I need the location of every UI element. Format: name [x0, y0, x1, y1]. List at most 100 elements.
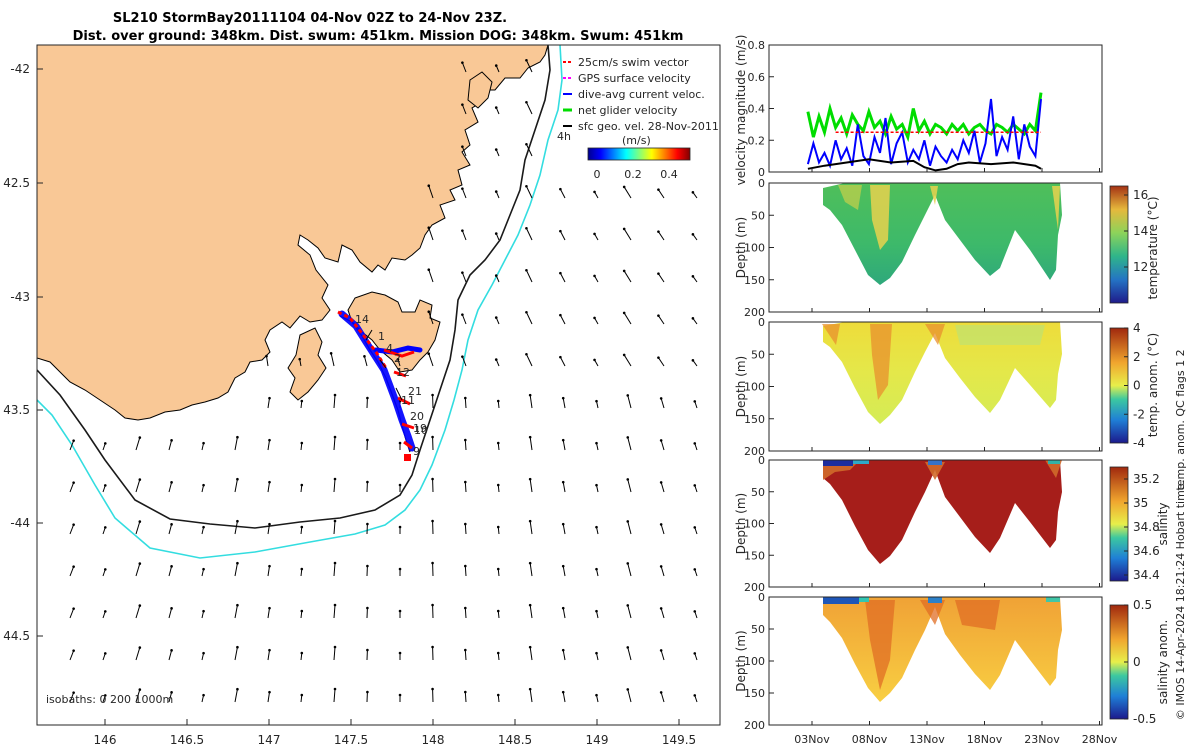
current-vector-head: [595, 483, 598, 487]
current-vector: [135, 521, 141, 535]
current-vector: [525, 312, 533, 325]
current-vector-head: [525, 268, 528, 272]
current-vector: [658, 231, 665, 241]
current-vector-head: [593, 358, 596, 362]
current-vector-head: [494, 190, 498, 193]
isobath-1000: [37, 45, 563, 559]
current-vector-head: [366, 564, 369, 568]
current-vector: [267, 524, 270, 535]
depth-tick-label: 50: [751, 623, 765, 636]
salinity-clabel: salinity: [1156, 502, 1170, 545]
current-vector-head: [300, 525, 304, 529]
current-vector: [529, 563, 533, 577]
current-vector: [428, 227, 434, 241]
current-vector: [627, 647, 632, 661]
current-vector: [529, 395, 533, 409]
current-vector-head: [622, 311, 626, 315]
time-tick-label: 13Nov: [909, 733, 945, 746]
current-vector-head: [427, 268, 431, 272]
current-vector: [267, 692, 270, 703]
current-vector-head: [431, 519, 434, 523]
current-vector-head: [528, 687, 532, 691]
current-vector-head: [593, 190, 596, 194]
velocity-axes-box: [768, 44, 1103, 173]
temp-anomaly-panel: [768, 321, 1103, 452]
current-vector-head: [300, 483, 304, 487]
current-vector-head: [559, 271, 562, 275]
current-vector: [658, 189, 665, 199]
current-vector: [428, 269, 434, 283]
velocity-series-line: [806, 92, 1043, 143]
current-vector-head: [561, 690, 565, 694]
current-vector-head: [72, 649, 75, 652]
current-vector: [267, 440, 270, 451]
velocity-ytick-label: 0.2: [748, 134, 766, 147]
current-vector-head: [363, 355, 366, 358]
current-vector: [660, 608, 665, 619]
current-vector: [333, 647, 336, 661]
current-vector-head: [103, 442, 107, 445]
current-vector-head: [595, 651, 598, 655]
current-vector-head: [72, 607, 75, 610]
salinity-section: [823, 460, 1062, 564]
current-vector: [627, 479, 632, 493]
colorbar-tick-label: 34.6: [1133, 544, 1160, 558]
current-vector: [461, 104, 467, 115]
current-vector-head: [464, 648, 467, 652]
current-vector: [333, 437, 336, 451]
current-vector: [660, 440, 665, 451]
current-vector-head: [693, 694, 697, 697]
current-vector-head: [494, 316, 498, 319]
current-vector: [234, 647, 238, 661]
current-vector-head: [595, 399, 598, 403]
current-vector-head: [333, 519, 337, 523]
current-vector: [461, 314, 467, 325]
current-vector-head: [595, 609, 598, 613]
depth-tick-label: 150: [744, 687, 765, 700]
current-vector-head: [525, 352, 528, 356]
depth-axis-label: Depth (m): [734, 630, 748, 691]
current-vector: [660, 692, 665, 703]
current-vector-head: [461, 313, 464, 316]
current-vector: [529, 479, 533, 493]
current-vector: [69, 440, 75, 451]
current-vector-head: [431, 561, 434, 565]
current-vector: [562, 482, 566, 493]
current-vector-head: [236, 687, 239, 691]
current-vector: [428, 311, 434, 325]
current-vector-head: [398, 609, 402, 613]
current-vector-head: [626, 520, 630, 523]
current-vector-head: [427, 352, 431, 356]
speed-units: (m/s): [622, 134, 651, 147]
current-vector-head: [103, 652, 107, 655]
current-vector-head: [496, 525, 500, 529]
colorbar-tick-label: 0: [1133, 655, 1141, 669]
current-vector-head: [333, 393, 337, 397]
current-vector-head: [268, 648, 271, 652]
track-day-label: 19: [413, 422, 427, 435]
current-vector: [623, 228, 632, 241]
current-vector-head: [525, 100, 528, 104]
current-vector-head: [595, 441, 598, 445]
depth-tick-label: 200: [744, 306, 765, 319]
current-vector-head: [559, 187, 562, 191]
current-vector-head: [561, 396, 565, 400]
current-vector-head: [626, 562, 630, 565]
current-vector: [234, 479, 238, 493]
current-vector-head: [559, 229, 562, 233]
colorbar-tick-label: -4: [1133, 436, 1145, 450]
legend-dive-avg: dive-avg current veloc.: [578, 88, 705, 101]
depth-tick-label: 50: [751, 348, 765, 361]
current-vector-head: [300, 651, 304, 655]
track-day-label: 21: [408, 385, 422, 398]
current-vector-head: [398, 567, 402, 571]
current-vector-head: [366, 522, 369, 526]
current-vector-head: [622, 185, 626, 189]
legend-net-glider: net glider velocity: [578, 104, 678, 117]
current-vector-head: [396, 358, 400, 361]
current-vector-head: [496, 441, 500, 445]
current-vector: [428, 353, 434, 367]
colorbar-tick-label: 34.4: [1133, 568, 1160, 582]
current-vector-head: [170, 607, 173, 610]
